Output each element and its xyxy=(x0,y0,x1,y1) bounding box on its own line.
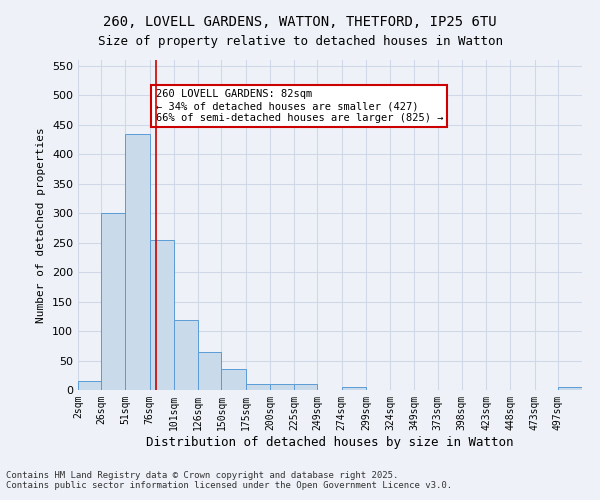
Bar xyxy=(125,134,150,390)
Bar xyxy=(221,370,245,390)
Text: Size of property relative to detached houses in Watton: Size of property relative to detached ho… xyxy=(97,35,503,48)
Bar xyxy=(341,387,366,390)
Bar xyxy=(294,384,317,390)
X-axis label: Distribution of detached houses by size in Watton: Distribution of detached houses by size … xyxy=(146,436,514,448)
Bar xyxy=(245,384,270,390)
Text: 260, LOVELL GARDENS, WATTON, THETFORD, IP25 6TU: 260, LOVELL GARDENS, WATTON, THETFORD, I… xyxy=(103,15,497,29)
Bar xyxy=(558,387,582,390)
Text: Contains HM Land Registry data © Crown copyright and database right 2025.
Contai: Contains HM Land Registry data © Crown c… xyxy=(6,470,452,490)
Bar xyxy=(150,240,174,390)
Y-axis label: Number of detached properties: Number of detached properties xyxy=(37,127,46,323)
Text: 260 LOVELL GARDENS: 82sqm
← 34% of detached houses are smaller (427)
66% of semi: 260 LOVELL GARDENS: 82sqm ← 34% of detac… xyxy=(155,90,443,122)
Bar xyxy=(174,320,198,390)
Bar xyxy=(101,213,125,390)
Bar xyxy=(198,352,221,390)
Bar xyxy=(78,381,101,390)
Bar xyxy=(270,384,294,390)
